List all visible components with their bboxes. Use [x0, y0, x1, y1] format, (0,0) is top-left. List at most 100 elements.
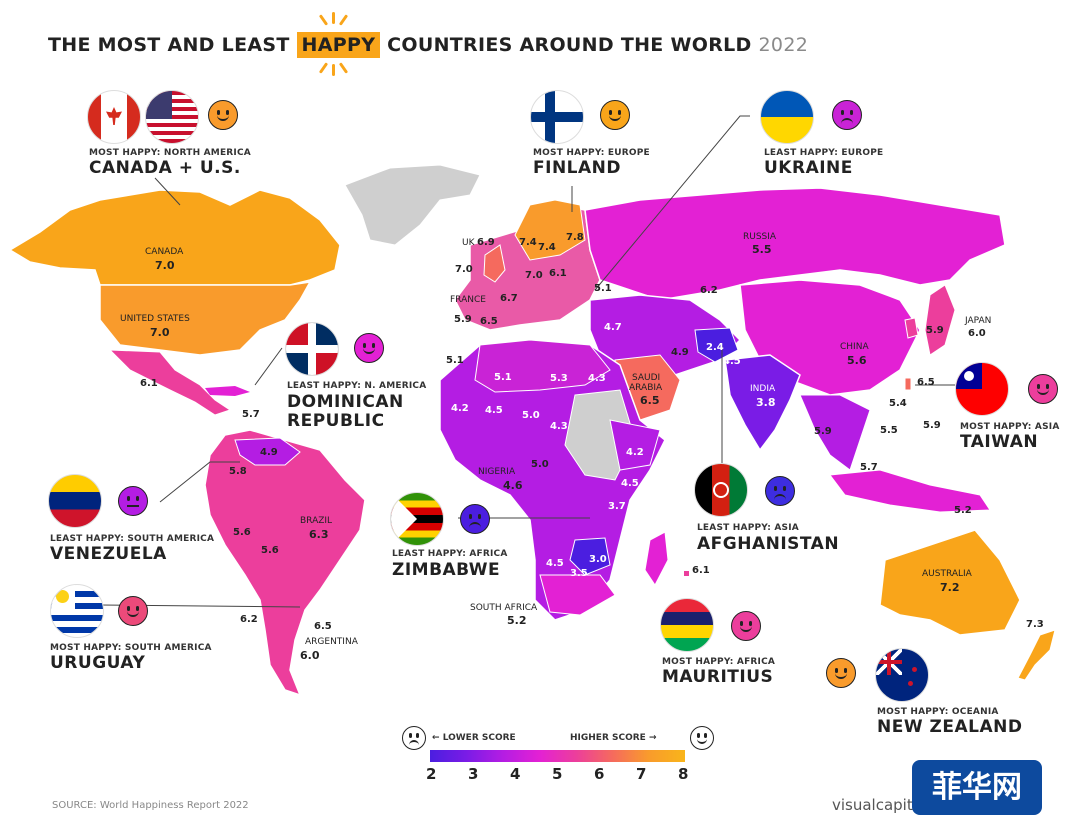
map-score: 4.5 — [723, 356, 741, 367]
dominican-caption: LEAST HAPPY: N. AMERICA — [287, 381, 427, 391]
map-score: 6.2 — [240, 614, 258, 625]
russia-label: RUSSIA — [743, 232, 777, 242]
caribbean-region — [205, 386, 250, 396]
map-score: 6.1 — [692, 565, 710, 576]
mauritius-caption: MOST HAPPY: AFRICA — [662, 657, 776, 667]
uk-region — [483, 244, 506, 283]
sparkle-icon — [332, 64, 335, 76]
map-score: 7.8 — [566, 232, 584, 243]
map-score: 5.1 — [594, 283, 612, 294]
saudi-label-2: ARABIA — [629, 383, 663, 393]
title-year: 2022 — [758, 34, 809, 56]
legend-tick: 6 — [594, 765, 605, 783]
map-score: 7.4 — [519, 237, 537, 248]
mauritius-name: MAURITIUS — [662, 667, 774, 687]
south-africa-label: SOUTH AFRICA — [470, 603, 538, 613]
madagascar-region — [644, 531, 669, 586]
map-score: 6.5 — [314, 621, 332, 632]
mauritius-flag-icon — [660, 598, 714, 652]
finland-name: FINLAND — [533, 158, 621, 178]
map-score: 5.3 — [550, 373, 568, 384]
legend-tick: 2 — [426, 765, 437, 783]
map-score: 5.8 — [229, 466, 247, 477]
title-highlight: HAPPY — [296, 32, 381, 58]
horn-africa-region — [609, 419, 661, 471]
map-score: 3.7 — [608, 501, 626, 512]
happy-face-icon — [1028, 374, 1058, 404]
map-score: 5.5 — [880, 425, 898, 436]
lower-score-label: ← LOWER SCORE — [432, 733, 516, 743]
happy-face-icon — [731, 611, 761, 641]
australia-label: AUSTRALIA — [922, 569, 972, 579]
angry-face-icon — [460, 504, 490, 534]
leader-line-venezuela — [159, 461, 240, 503]
uk-score: 6.9 — [477, 237, 495, 248]
china-label: CHINA — [840, 342, 869, 352]
map-score: 5.9 — [814, 426, 832, 437]
map-score: 4.9 — [671, 347, 689, 358]
mauritius-region — [684, 571, 689, 576]
afghanistan-name: AFGHANISTAN — [697, 534, 840, 554]
france-score: 6.7 — [500, 293, 518, 304]
saudi-label-1: SAUDI — [632, 373, 661, 383]
canada-label: CANADA — [145, 247, 184, 257]
map-score: 4.2 — [451, 403, 469, 414]
south-america-region — [204, 429, 366, 697]
title-suffix: COUNTRIES AROUND THE WORLD — [387, 34, 752, 56]
map-score: 5.2 — [954, 505, 972, 516]
map-score: 4.5 — [485, 405, 503, 416]
zimbabwe-flag-icon — [390, 492, 444, 546]
india-region — [724, 354, 801, 452]
legend-tick: 4 — [510, 765, 521, 783]
venezuela-name: VENEZUELA — [50, 544, 167, 564]
map-score: 5.0 — [531, 459, 549, 470]
zimbabwe-caption: LEAST HAPPY: AFRICA — [392, 549, 508, 559]
leader-line-dominican — [254, 347, 283, 386]
afghanistan-flag-icon — [694, 463, 748, 517]
south-africa-score: 5.2 — [507, 614, 527, 627]
map-score: 4.2 — [626, 447, 644, 458]
russia-score: 5.5 — [752, 243, 772, 256]
map-score: 4.9 — [260, 447, 278, 458]
map-score: 3.5 — [570, 568, 588, 579]
map-score: 3.0 — [589, 554, 607, 565]
us-score: 7.0 — [150, 326, 170, 339]
canada-us-caption: MOST HAPPY: NORTH AMERICA — [89, 148, 251, 158]
uruguay-caption: MOST HAPPY: SOUTH AMERICA — [50, 643, 212, 653]
legend-color-bar — [430, 750, 685, 762]
ukraine-name: UKRAINE — [764, 158, 853, 178]
map-score: 5.7 — [242, 409, 260, 420]
map-score: 6.2 — [700, 285, 718, 296]
argentina-label: ARGENTINA — [305, 637, 358, 647]
france-label: FRANCE — [450, 295, 486, 305]
japan-region — [924, 284, 956, 356]
zimbabwe-region — [569, 537, 611, 576]
nigeria-score: 4.6 — [503, 479, 523, 492]
new-zealand-flag-icon — [875, 648, 929, 702]
map-score: 7.3 — [1026, 619, 1044, 630]
finland-flag-icon — [530, 90, 584, 144]
brazil-label: BRAZIL — [300, 516, 333, 526]
dominican-flag-icon — [285, 322, 339, 376]
china-score: 5.6 — [847, 354, 867, 367]
map-score: 5.7 — [860, 462, 878, 473]
zimbabwe-name: ZIMBABWE — [392, 560, 501, 580]
leader-line-canada — [154, 177, 181, 206]
saudi-score: 6.5 — [640, 394, 660, 407]
map-score: 5.6 — [261, 545, 279, 556]
happy-face-icon — [600, 100, 630, 130]
neutral-face-icon — [118, 486, 148, 516]
new-zealand-caption: MOST HAPPY: OCEANIA — [877, 707, 999, 717]
us-label: UNITED STATES — [120, 314, 190, 324]
map-score: 2.4 — [706, 342, 724, 353]
taiwan-flag-icon — [955, 362, 1009, 416]
southern-africa-region — [539, 574, 616, 616]
canada-region — [8, 189, 341, 286]
map-score: 7.0 — [525, 270, 543, 281]
north-africa-region — [474, 339, 611, 393]
map-score: 5.0 — [522, 410, 540, 421]
map-score: 7.0 — [455, 264, 473, 275]
uruguay-flag-icon — [50, 584, 104, 638]
map-score: 4.7 — [604, 322, 622, 333]
